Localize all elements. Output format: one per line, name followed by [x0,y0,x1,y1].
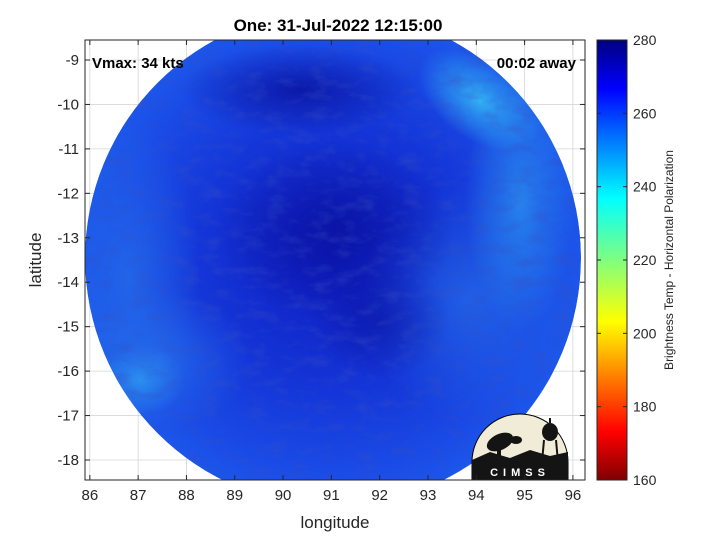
x-tick-label: 89 [226,487,243,504]
x-axis-label: longitude [300,513,369,532]
x-tick-label: 91 [323,487,340,504]
x-tick-label: 87 [130,487,147,504]
y-tick-label: -10 [57,96,79,113]
x-tick-label: 92 [371,487,388,504]
y-tick-label: -16 [57,363,79,380]
colorbar-label: Brightness Temp - Horizontal Polarizatio… [662,150,676,370]
vmax-annotation: Vmax: 34 kts [92,55,184,72]
colorbar-tick-label: 160 [633,472,657,488]
y-tick-label: -15 [57,319,79,336]
colorbar-tick-label: 180 [633,399,657,415]
colorbar-tick-label: 200 [633,325,657,341]
y-tick-label: -18 [57,452,79,469]
x-tick-label: 86 [81,487,98,504]
y-tick-label: -11 [58,141,79,158]
time-away-annotation: 00:02 away [497,55,577,72]
satellite-dish-icon [486,432,522,458]
y-tick-label: -17 [57,408,79,425]
x-tick-label: 88 [178,487,195,504]
x-tick-label: 90 [275,487,292,504]
water-tower-icon [541,418,559,463]
x-tick-label: 93 [420,487,437,504]
y-tick-label: -13 [57,230,79,247]
colorbar-tick-label: 280 [633,32,657,48]
y-axis: -9 -10 -11 -12 -13 -14 -15 -16 -17 -18 [57,52,585,469]
y-axis-label: latitude [26,233,45,288]
y-tick-label: -12 [57,185,79,202]
colorbar-tick-label: 240 [633,179,657,195]
colorbar-tick-label: 220 [633,252,657,268]
x-tick-label: 96 [565,487,582,504]
cimss-logo: CIMSS [471,413,569,481]
chart-title: One: 31-Jul-2022 12:15:00 [234,16,443,35]
cimss-logo-text: CIMSS [490,467,550,479]
plot-frame [84,39,586,481]
colorbar-tick-label: 260 [633,105,657,121]
y-tick-label: -9 [66,52,79,69]
colorbar [596,39,628,481]
colorbar-ticks: 160 180 200 220 240 260 280 [597,32,657,488]
y-tick-label: -14 [57,274,79,291]
x-tick-label: 94 [468,487,485,504]
x-axis: 86 87 88 89 90 91 92 93 94 95 96 [81,40,581,504]
brightness-temp-swath [85,40,581,480]
x-tick-label: 95 [516,487,533,504]
